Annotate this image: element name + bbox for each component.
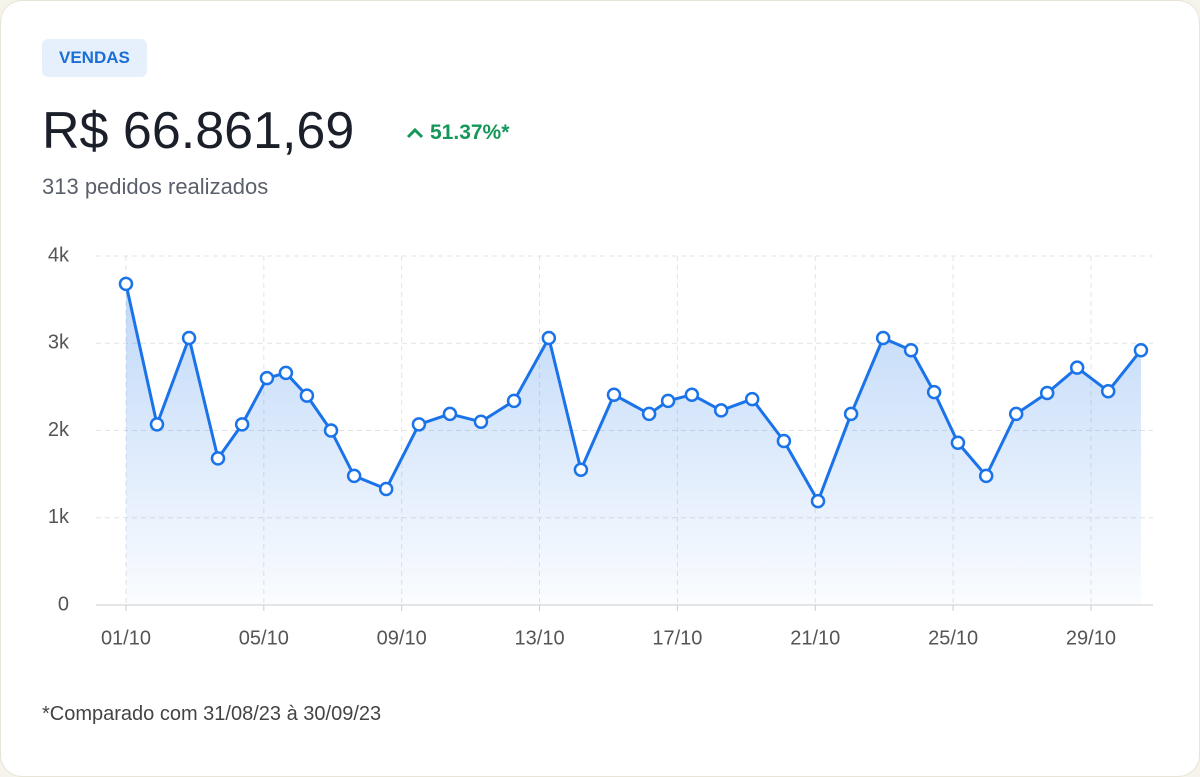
point — [234, 417, 250, 432]
point — [950, 435, 966, 450]
point — [1008, 406, 1024, 422]
x-tick-label: 25/10 — [928, 627, 978, 649]
point — [1100, 383, 1116, 399]
x-tick-label: 09/10 — [377, 627, 427, 649]
change: 51.37%* — [406, 121, 509, 145]
point — [1133, 342, 1149, 358]
x-tick-label: 29/10 — [1066, 627, 1116, 649]
x-tick-label: 01/10 — [101, 627, 151, 649]
area — [125, 283, 1141, 605]
x-tick-label: 17/10 — [652, 627, 702, 649]
point — [573, 462, 589, 478]
point — [660, 393, 676, 409]
point — [210, 451, 226, 466]
point — [606, 387, 622, 402]
point — [299, 388, 315, 403]
y-tick-label: 0 — [58, 593, 69, 615]
x-tick-label: 13/10 — [515, 627, 565, 649]
orders: 313 pedidos realizados — [42, 174, 269, 199]
point — [259, 370, 275, 386]
point — [278, 365, 294, 381]
point — [713, 403, 729, 418]
point — [1039, 385, 1055, 401]
point — [843, 406, 859, 422]
point — [346, 468, 362, 484]
point — [323, 423, 339, 438]
point — [506, 393, 522, 409]
amount: R$ 66.861,69 — [42, 102, 355, 160]
point — [442, 406, 458, 422]
point — [684, 387, 700, 402]
y-tick-label: 2k — [48, 419, 70, 441]
x-tick-label: 05/10 — [239, 627, 289, 649]
point — [641, 406, 657, 422]
point — [378, 481, 394, 497]
x-tick-label: 21/10 — [790, 627, 840, 649]
point — [541, 330, 557, 346]
point — [411, 417, 427, 432]
point — [1069, 360, 1085, 375]
point — [875, 330, 891, 346]
point — [903, 342, 919, 358]
point — [473, 414, 489, 430]
point — [776, 433, 792, 449]
badge: VENDAS — [42, 39, 147, 77]
y-tick-label: 3k — [48, 332, 70, 354]
chart: 0 1k 2k 3k 4k 01/10 05/10 09/10 13/10 17/10 21/10 2… — [48, 244, 1153, 649]
point — [149, 417, 165, 432]
point — [118, 276, 134, 292]
change-value: 51.37%* — [430, 121, 510, 144]
point — [744, 391, 760, 407]
point — [181, 330, 197, 346]
point — [810, 493, 826, 509]
point — [978, 468, 994, 484]
y-tick-label: 4k — [48, 244, 70, 266]
point — [926, 384, 942, 400]
footnote: *Comparado com 31/08/23 à 30/09/23 — [42, 703, 382, 725]
y-tick-label: 1k — [48, 506, 70, 528]
